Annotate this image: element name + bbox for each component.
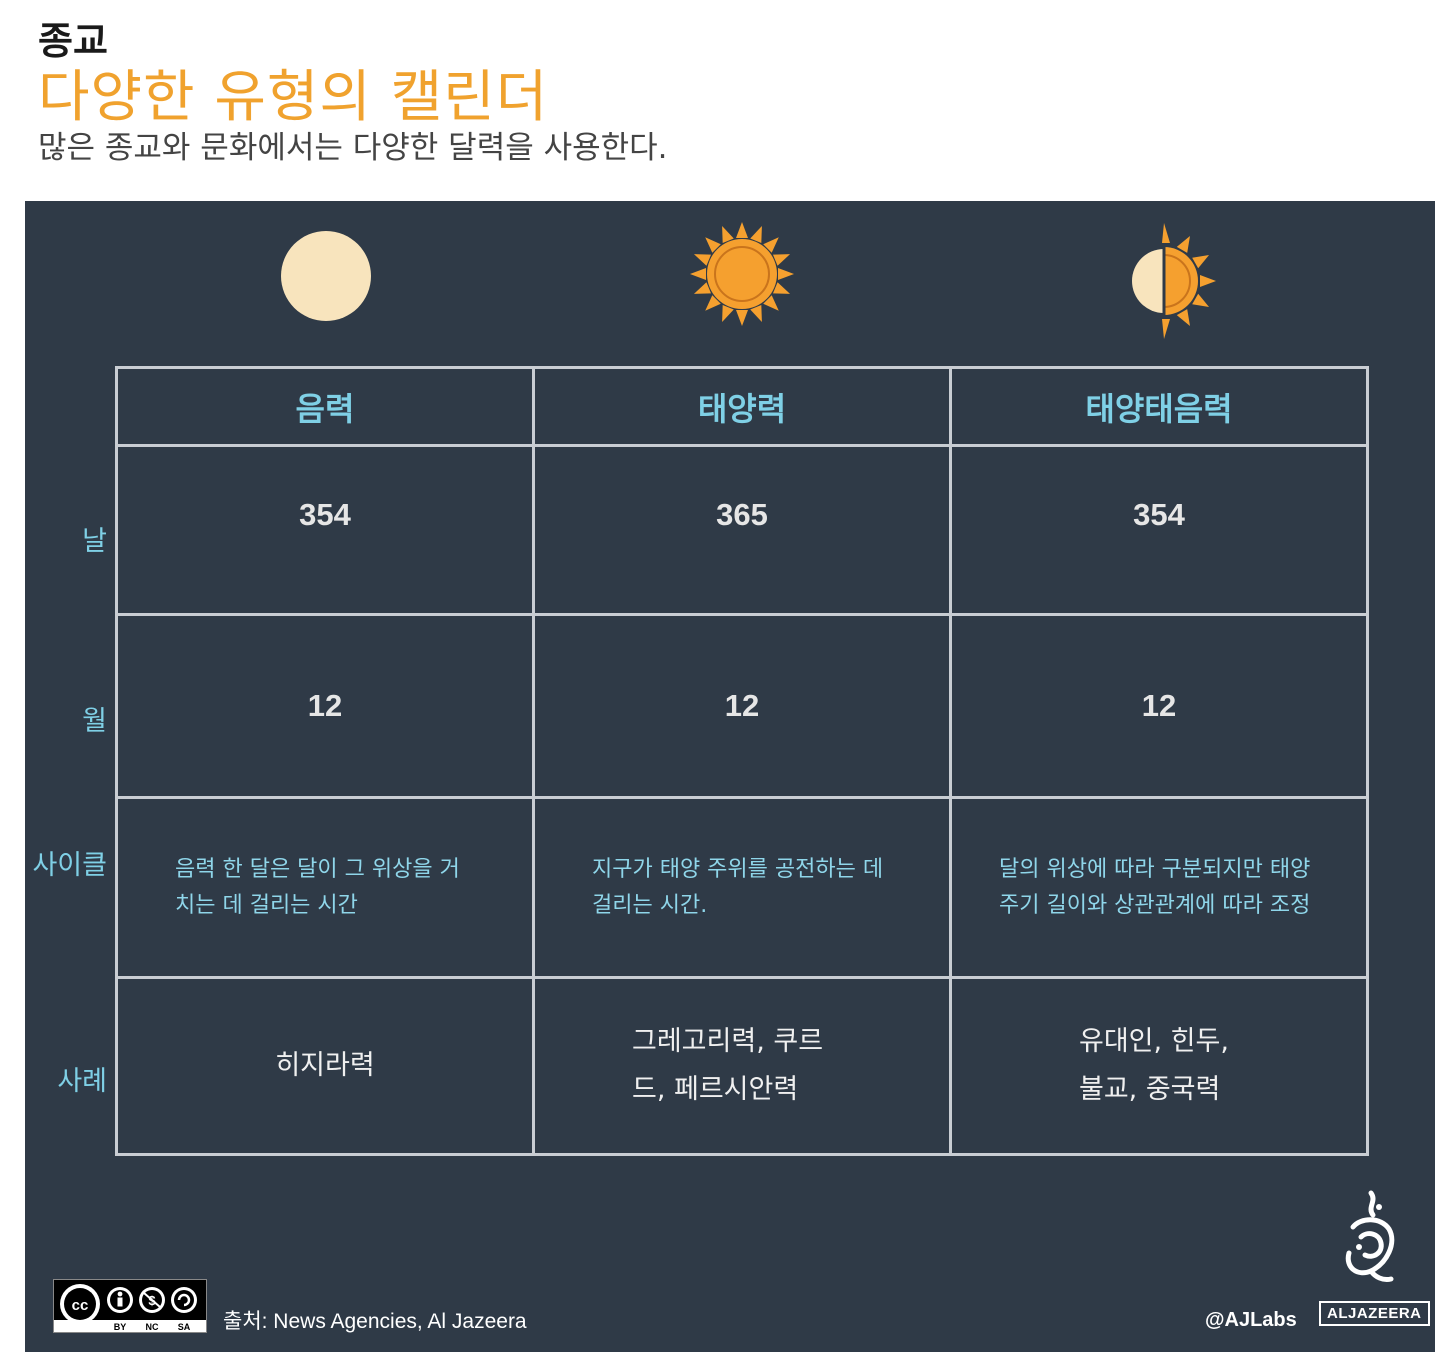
row-label-days: 날 (82, 526, 107, 557)
cycle-lunisolar: 달의 위상에 따라 구분되지만 태양 주기 길이와 상관관계에 따라 조정 (999, 856, 1311, 918)
examples-lunisolar: 유대인, 힌두, 불교, 중국력 (1079, 1026, 1229, 1105)
creative-commons-badge: cc $ BY NC SA (53, 1279, 207, 1333)
table-cell: 354 (115, 444, 535, 616)
months-solar: 12 (724, 688, 760, 723)
days-solar: 365 (716, 497, 768, 532)
row-label-months: 월 (82, 706, 107, 737)
cycle-lunar: 음력 한 달은 달이 그 위상을 거치는 데 걸리는 시간 (175, 856, 460, 918)
infographic-panel: 날 월 사이클 사례 음력 태양력 태양태음력 354 365 354 12 1… (25, 201, 1435, 1352)
table-cell: 지구가 태양 주위를 공전하는 데 걸리는 시간. (532, 796, 952, 979)
row-label-cycle: 사이클 (32, 850, 107, 881)
table-row: 음력 한 달은 달이 그 위상을 거치는 데 걸리는 시간 지구가 태양 주위를… (115, 796, 1369, 979)
half-moon-half-sun-icon (1132, 223, 1216, 339)
table-row: 354 365 354 (115, 444, 1369, 616)
al-jazeera-wordmark: ALJAZEERA (1319, 1301, 1430, 1326)
table-cell: 유대인, 힌두, 불교, 중국력 (949, 976, 1369, 1156)
license-by: BY (114, 1322, 127, 1332)
table-cell: 그레고리력, 쿠르드, 페르시안력 (532, 976, 952, 1156)
al-jazeera-logo-icon (1345, 1190, 1395, 1282)
ajlabs-handle: @AJLabs (1205, 1309, 1297, 1331)
table-cell: 12 (115, 613, 535, 799)
table-header-row: 음력 태양력 태양태음력 (115, 366, 1369, 447)
header-cell: 태양태음력 (949, 366, 1369, 447)
license-cc: cc (72, 1297, 89, 1314)
table-cell: 12 (949, 613, 1369, 799)
license-sa: SA (178, 1322, 191, 1332)
column-header-solar: 태양력 (697, 389, 787, 428)
table-cell: 달의 위상에 따라 구분되지만 태양 주기 길이와 상관관계에 따라 조정 (949, 796, 1369, 979)
table-cell: 365 (532, 444, 952, 616)
header-cell: 음력 (115, 366, 535, 447)
license-nc: NC (146, 1322, 159, 1332)
table-row: 12 12 12 (115, 613, 1369, 799)
sun-icon (690, 222, 794, 326)
header-cell: 태양력 (532, 366, 952, 447)
page-title: 다양한 유형의 캘린더 (38, 65, 549, 130)
examples-solar: 그레고리력, 쿠르드, 페르시안력 (632, 1026, 824, 1105)
examples-lunar: 히지라력 (275, 1050, 375, 1081)
source-credit: 출처: News Agencies, Al Jazeera (223, 1310, 527, 1333)
table-cell: 12 (532, 613, 952, 799)
months-lunar: 12 (307, 688, 343, 723)
column-header-lunisolar: 태양태음력 (1085, 389, 1233, 428)
cycle-solar: 지구가 태양 주위를 공전하는 데 걸리는 시간. (592, 856, 884, 918)
days-lunisolar: 354 (1133, 497, 1185, 532)
calendar-comparison-table: 음력 태양력 태양태음력 354 365 354 12 12 12 음력 한 달… (115, 366, 1369, 1156)
moon-icon (281, 231, 371, 321)
category-kicker: 종교 (38, 19, 108, 63)
row-label-examples: 사례 (57, 1066, 107, 1097)
table-cell: 음력 한 달은 달이 그 위상을 거치는 데 걸리는 시간 (115, 796, 535, 979)
months-lunisolar: 12 (1141, 688, 1177, 723)
creative-commons-icon: cc $ BY NC SA (54, 1280, 206, 1332)
days-lunar: 354 (299, 497, 351, 532)
table-row: 히지라력 그레고리력, 쿠르드, 페르시안력 유대인, 힌두, 불교, 중국력 (115, 976, 1369, 1156)
table-cell: 히지라력 (115, 976, 535, 1156)
table-cell: 354 (949, 444, 1369, 616)
column-header-lunar: 음력 (295, 389, 355, 428)
page-subtitle: 많은 종교와 문화에서는 다양한 달력을 사용한다. (38, 130, 668, 166)
